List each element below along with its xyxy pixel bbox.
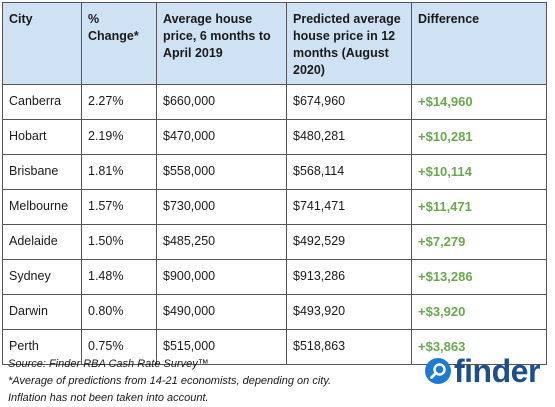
cell-predicted: $480,281 — [286, 119, 412, 155]
finder-logo: finder — [425, 351, 540, 391]
cell-difference: +$3,920 — [411, 294, 547, 330]
cell-change: 1.81% — [81, 154, 157, 190]
cell-city: Darwin — [2, 294, 82, 330]
cell-difference: +$10,281 — [411, 119, 547, 155]
cell-predicted: $493,920 — [286, 294, 412, 330]
cell-change: 2.19% — [81, 119, 157, 155]
cell-city: Perth — [2, 329, 82, 365]
cell-difference: +$14,960 — [411, 84, 547, 120]
cell-difference: +$11,471 — [411, 189, 547, 225]
source-note: Source: Finder RBA Cash Rate Survey™ — [8, 358, 209, 370]
cell-city: Brisbane — [2, 154, 82, 190]
table-header-row: City % Change* Average house price, 6 mo… — [2, 2, 547, 85]
cell-change: 2.27% — [81, 84, 157, 120]
cell-predicted: $492,529 — [286, 224, 412, 260]
cell-change: 1.57% — [81, 189, 157, 225]
cell-city: Adelaide — [2, 224, 82, 260]
cell-average: $470,000 — [156, 119, 287, 155]
cell-average: $660,000 — [156, 84, 287, 120]
cell-change: 0.80% — [81, 294, 157, 330]
table-row: Brisbane 1.81% $558,000 $568,114 +$10,11… — [2, 154, 547, 190]
house-price-table-container: City % Change* Average house price, 6 mo… — [2, 2, 552, 365]
cell-city: Hobart — [2, 119, 82, 155]
cell-predicted: $518,863 — [286, 329, 412, 365]
cell-difference: +$7,279 — [411, 224, 547, 260]
header-city: City — [2, 2, 82, 85]
finder-logo-text: finder — [454, 353, 540, 389]
header-percent-change: % Change* — [81, 2, 157, 85]
header-average-price: Average house price, 6 months to April 2… — [156, 2, 287, 85]
table-row: Adelaide 1.50% $485,250 $492,529 +$7,279 — [2, 224, 547, 260]
cell-average: $900,000 — [156, 259, 287, 295]
average-note: *Average of predictions from 14-21 econo… — [8, 375, 332, 387]
cell-average: $558,000 — [156, 154, 287, 190]
table-row: Canberra 2.27% $660,000 $674,960 +$14,96… — [2, 84, 547, 120]
cell-average: $730,000 — [156, 189, 287, 225]
cell-city: Sydney — [2, 259, 82, 295]
header-predicted-price: Predicted average house price in 12 mont… — [286, 2, 412, 85]
cell-city: Melbourne — [2, 189, 82, 225]
cell-average: $485,250 — [156, 224, 287, 260]
cell-difference: +$10,114 — [411, 154, 547, 190]
house-price-table: City % Change* Average house price, 6 mo… — [2, 2, 547, 365]
table-row: Sydney 1.48% $900,000 $913,286 +$13,286 — [2, 259, 547, 295]
table-row: Melbourne 1.57% $730,000 $741,471 +$11,4… — [2, 189, 547, 225]
header-difference: Difference — [411, 2, 547, 85]
cell-average: $490,000 — [156, 294, 287, 330]
inflation-note: Inflation has not been taken into accoun… — [8, 392, 209, 404]
table-footnotes: Source: Finder RBA Cash Rate Survey™ *Av… — [8, 356, 331, 407]
cell-predicted: $913,286 — [286, 259, 412, 295]
cell-change: 1.48% — [81, 259, 157, 295]
cell-predicted: $741,471 — [286, 189, 412, 225]
cell-predicted: $674,960 — [286, 84, 412, 120]
cell-change: 0.75% — [81, 329, 157, 365]
table-row: Hobart 2.19% $470,000 $480,281 +$10,281 — [2, 119, 547, 155]
search-magnifier-icon — [425, 358, 451, 384]
cell-predicted: $568,114 — [286, 154, 412, 190]
cell-change: 1.50% — [81, 224, 157, 260]
cell-difference: +$13,286 — [411, 259, 547, 295]
cell-city: Canberra — [2, 84, 82, 120]
table-row: Darwin 0.80% $490,000 $493,920 +$3,920 — [2, 294, 547, 330]
